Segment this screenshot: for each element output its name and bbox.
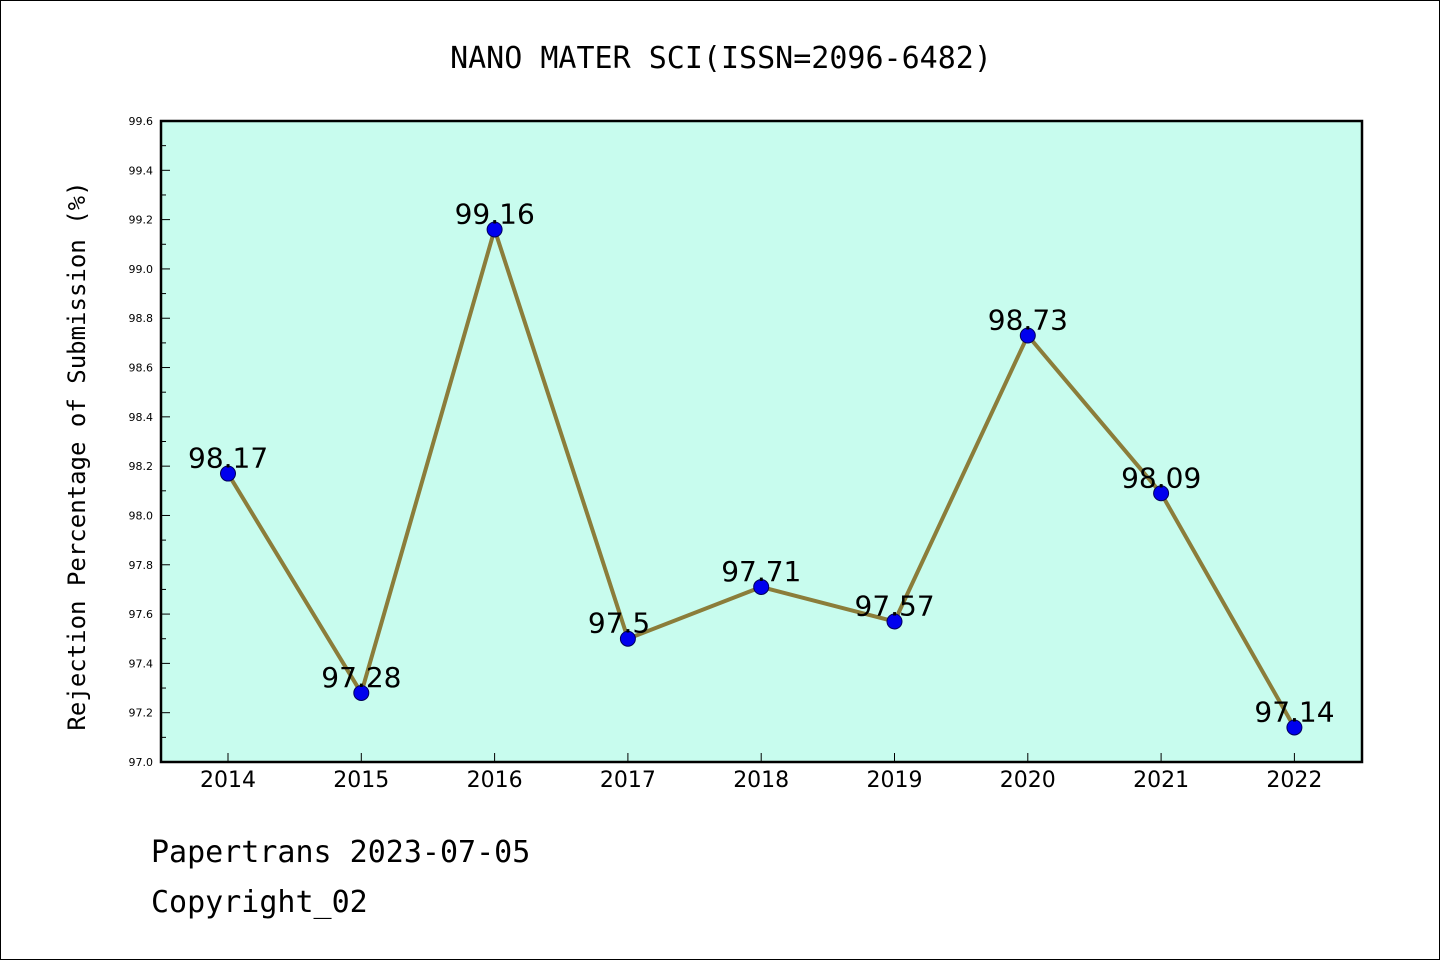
data-label: 98.73 (988, 303, 1068, 336)
data-label: 97.5 (588, 607, 650, 640)
y-tick-label: 98.8 (129, 312, 154, 325)
footer-copyright-line: Copyright_02 (151, 885, 368, 920)
x-tick-label: 2021 (1133, 768, 1189, 793)
y-tick-label: 98.6 (129, 362, 154, 375)
y-tick-label: 99.2 (129, 214, 154, 227)
y-tick-label: 97.6 (129, 608, 154, 621)
x-tick-label: 2018 (733, 768, 789, 793)
data-point (886, 613, 903, 630)
data-point (753, 578, 770, 595)
x-tick-label: 2017 (600, 768, 656, 793)
y-tick-label: 97.0 (129, 756, 154, 769)
y-tick-label: 98.2 (129, 460, 154, 473)
y-tick-label: 99.6 (129, 115, 154, 128)
x-tick-label: 2020 (1000, 768, 1056, 793)
plot-background (161, 121, 1362, 762)
footer-date-line: Papertrans 2023-07-05 (151, 835, 531, 870)
y-tick-label: 99.0 (129, 263, 154, 276)
x-tick-label: 2022 (1266, 768, 1322, 793)
y-tick-label: 98.4 (129, 411, 154, 424)
data-point (1019, 327, 1036, 344)
data-point (619, 630, 636, 647)
data-point (486, 221, 503, 238)
data-label: 97.71 (721, 555, 801, 588)
x-tick-label: 2014 (200, 768, 256, 793)
x-tick-label: 2016 (467, 768, 523, 793)
data-point (1153, 485, 1170, 502)
plot-area: 97.0 97.2 97.4 97.6 97.8 98.0 98.2 98.4 98.6 98.8… (129, 115, 1364, 793)
y-tick-label: 99.4 (129, 164, 154, 177)
data-label: 98.17 (188, 442, 268, 475)
x-tick-label: 2019 (867, 768, 923, 793)
data-point (220, 465, 236, 482)
data-label: 97.14 (1254, 695, 1334, 728)
y-tick-label: 97.2 (129, 707, 154, 720)
chart-title: NANO MATER SCI(ISSN=2096-6482) (450, 41, 992, 76)
data-label: 98.09 (1121, 461, 1201, 494)
data-label: 97.57 (855, 589, 935, 622)
data-point (1286, 719, 1303, 736)
x-tick-label: 2015 (333, 768, 389, 793)
y-tick-label: 98.0 (129, 509, 154, 522)
data-point (353, 684, 370, 701)
data-label: 99.16 (455, 197, 535, 230)
data-label: 97.28 (321, 661, 401, 694)
y-axis-label: Rejection Percentage of Submission (%) (63, 181, 91, 730)
y-tick-label: 97.8 (129, 559, 154, 572)
y-tick-label: 97.4 (129, 657, 154, 670)
plot-frame (159, 119, 1364, 764)
